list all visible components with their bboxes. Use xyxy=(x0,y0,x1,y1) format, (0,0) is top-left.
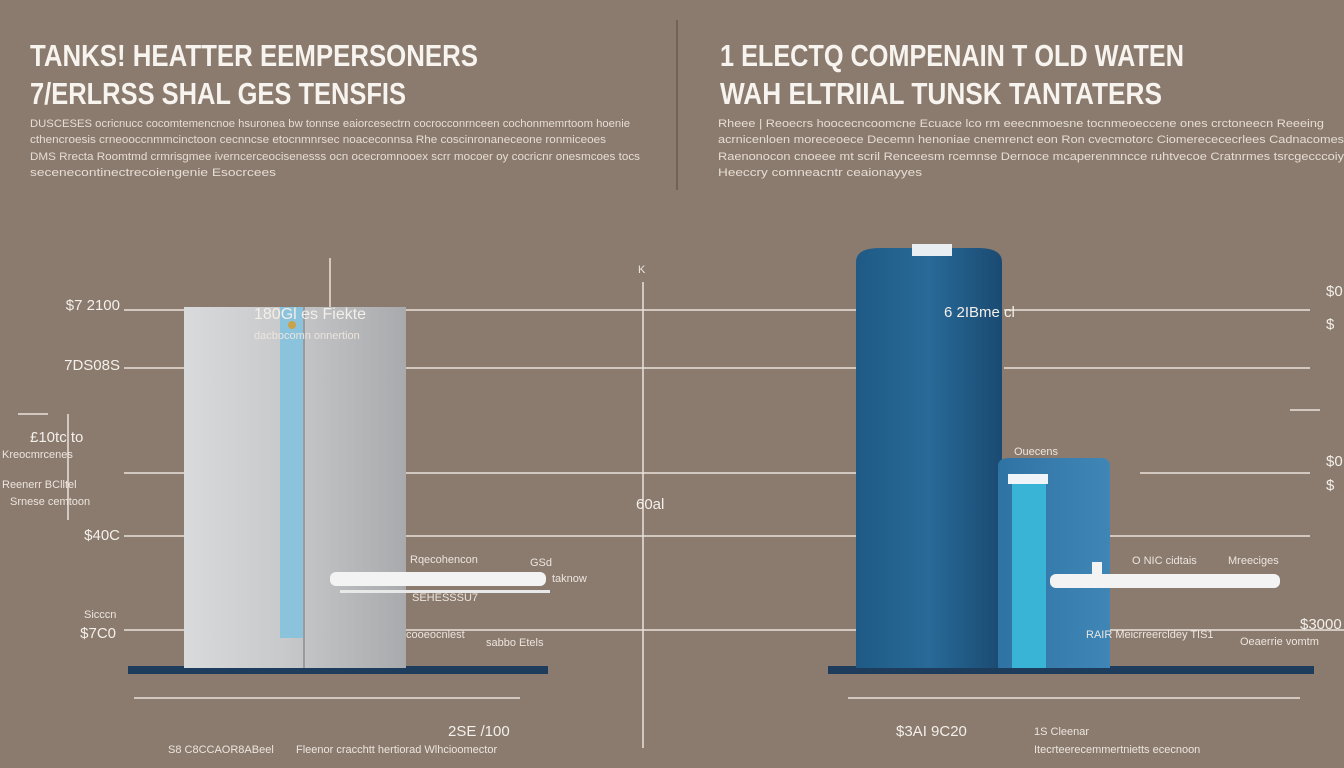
pipe-shadow xyxy=(340,590,550,593)
bottom-caption: 1S Cleenar xyxy=(1034,726,1089,738)
small-tank-stripe xyxy=(1012,482,1046,668)
pipe-note: cooeocnlest xyxy=(406,629,465,641)
right-subtitle: WAH ELTRIIAL TUNSK TANTATERS xyxy=(720,76,1162,111)
tank-heater-left xyxy=(128,307,550,674)
small-tank-label: Ouecens xyxy=(1014,446,1059,458)
axis-label: $7C0 xyxy=(80,625,116,642)
side-note: Reenerr BClltel xyxy=(2,479,77,491)
bottom-value: 2SE /100 xyxy=(448,723,510,740)
right-body: Raenonocon cnoeee mt scril Renceesm rcem… xyxy=(718,151,1344,163)
axis-label: $0 xyxy=(1326,283,1343,300)
pipe-note: Mreeciges xyxy=(1228,555,1279,567)
base xyxy=(828,666,1314,674)
axis-label: £10tc to xyxy=(30,429,83,446)
axis-label: $ xyxy=(1326,316,1335,333)
bottom-caption: Itecrteerecemmertnietts ececnoon xyxy=(1034,744,1200,756)
pipe-note: Oeaerrie vomtm xyxy=(1240,636,1319,648)
axis-label: $ xyxy=(1326,477,1335,494)
axis-label: $40C xyxy=(84,527,120,544)
right-body: acrnicenloen moreceoece Decemn henoniae … xyxy=(718,134,1344,146)
left-body: secenecontinectrecoiengenie Esocrcees xyxy=(30,167,277,179)
tank-sublabel: dacbocomn onnertion xyxy=(254,330,360,342)
bottom-caption: Fleenor cracchtt hertiorad Wlhcioomector xyxy=(296,744,497,756)
pipe xyxy=(330,572,546,586)
pipe-note: GSd xyxy=(530,557,552,569)
center-marker: K xyxy=(638,264,646,276)
left-title: TANKS! HEATTER EEMPERSONERS xyxy=(30,38,478,73)
side-note: Sicccn xyxy=(84,609,116,621)
left-body: DUSCESES ocricnucc cocomtemencnoe hsuron… xyxy=(30,118,630,130)
bottom-caption: S8 C8CCAOR8ABeel xyxy=(168,744,274,756)
guides xyxy=(18,258,1344,748)
indicator xyxy=(288,321,296,329)
left-subtitle: 7/ERLRSS SHAL GES TENSFIS xyxy=(30,76,406,111)
side-note: Srnese cemtoon xyxy=(10,496,90,508)
pipe-note: sabbo Etels xyxy=(486,637,544,649)
pipe xyxy=(1050,574,1280,588)
axis-label: 7DS08S xyxy=(64,357,120,374)
pipe-note: taknow xyxy=(552,573,587,585)
tank-heater-right xyxy=(828,244,1314,674)
right-title: 1 ELECTQ COMPENAIN T OLD WATEN xyxy=(720,38,1184,73)
pipe-note: RAIR Meicrreercldey TIS1 xyxy=(1086,629,1214,641)
axis-label: $7 2100 xyxy=(66,297,120,314)
pipe-note: O NIC cidtais xyxy=(1132,555,1197,567)
side-note: Kreocmrcenes xyxy=(2,449,73,461)
small-tank-cap xyxy=(1008,474,1048,484)
cap xyxy=(912,244,952,256)
tank-label: 180Gl es Fiekte xyxy=(254,306,366,323)
left-body: DMS Rrecta Roomtmd crmrisgmee iverncerce… xyxy=(30,151,641,163)
left-body: cthencroesis crneooccnmmcinctoon cecnncs… xyxy=(30,134,607,146)
axis-label: $3000 xyxy=(1300,616,1342,633)
right-body: Heeccry comneacntr ceaionayyes xyxy=(718,167,923,179)
axis-label: $0 xyxy=(1326,453,1343,470)
center-label: 60al xyxy=(636,496,664,513)
pipe-note: SEHESSSU7 xyxy=(412,592,478,604)
tank-label: 6 2IBme cl xyxy=(944,304,1015,321)
pipe-note: Rqecohencon xyxy=(410,554,478,566)
right-body: Rheee | Reoecrs hoocecncoomcne Ecuace lc… xyxy=(718,118,1324,130)
valve xyxy=(1092,562,1102,576)
bottom-value: $3AI 9C20 xyxy=(896,723,967,740)
tank-body xyxy=(856,248,1002,668)
heater-stripe xyxy=(280,307,304,638)
base xyxy=(128,666,548,674)
